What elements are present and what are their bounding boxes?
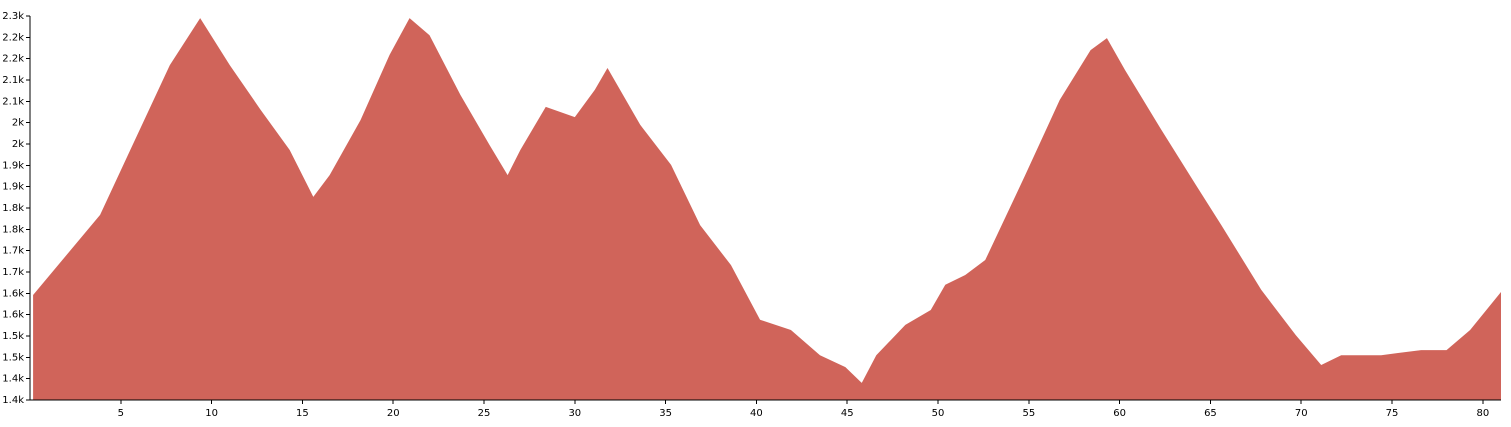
- x-tick-label: 20: [387, 408, 400, 419]
- elevation-area: [33, 18, 1502, 401]
- x-tick-label: 65: [1204, 408, 1217, 419]
- y-tick-label: 1.5k: [2, 331, 24, 342]
- y-tick-label: 1.9k: [2, 182, 24, 193]
- x-tick-label: 45: [841, 408, 854, 419]
- y-tick-label: 1.5k: [2, 352, 24, 363]
- x-tick-label: 55: [1022, 408, 1035, 419]
- y-tick-label: 2k: [12, 118, 24, 129]
- x-tick-label: 60: [1113, 408, 1126, 419]
- y-tick-label: 1.7k: [2, 267, 24, 278]
- x-tick-label: 50: [932, 408, 945, 419]
- y-tick-label: 1.6k: [2, 310, 24, 321]
- x-tick-label: 80: [1476, 408, 1489, 419]
- y-tick-label: 1.4k: [2, 395, 24, 406]
- x-tick-label: 40: [750, 408, 763, 419]
- y-tick-label: 1.9k: [2, 160, 24, 171]
- y-tick-label: 1.6k: [2, 288, 24, 299]
- x-tick-label: 70: [1295, 408, 1308, 419]
- y-tick-label: 2.1k: [2, 96, 24, 107]
- x-tick-label: 25: [478, 408, 491, 419]
- y-tick-label: 2.2k: [2, 32, 24, 43]
- y-tick-label: 2.1k: [2, 75, 24, 86]
- y-tick-label: 1.8k: [2, 203, 24, 214]
- y-tick-label: 1.7k: [2, 246, 24, 257]
- x-tick-label: 30: [568, 408, 581, 419]
- x-tick-label: 15: [296, 408, 309, 419]
- y-tick-label: 1.8k: [2, 224, 24, 235]
- y-tick-label: 2.2k: [2, 54, 24, 65]
- y-tick-label: 1.4k: [2, 374, 24, 385]
- x-tick-label: 5: [118, 408, 124, 419]
- y-tick-label: 2.3k: [2, 11, 24, 22]
- x-tick-label: 75: [1386, 408, 1399, 419]
- y-tick-label: 2k: [12, 139, 24, 150]
- x-tick-label: 35: [659, 408, 672, 419]
- x-tick-label: 10: [205, 408, 218, 419]
